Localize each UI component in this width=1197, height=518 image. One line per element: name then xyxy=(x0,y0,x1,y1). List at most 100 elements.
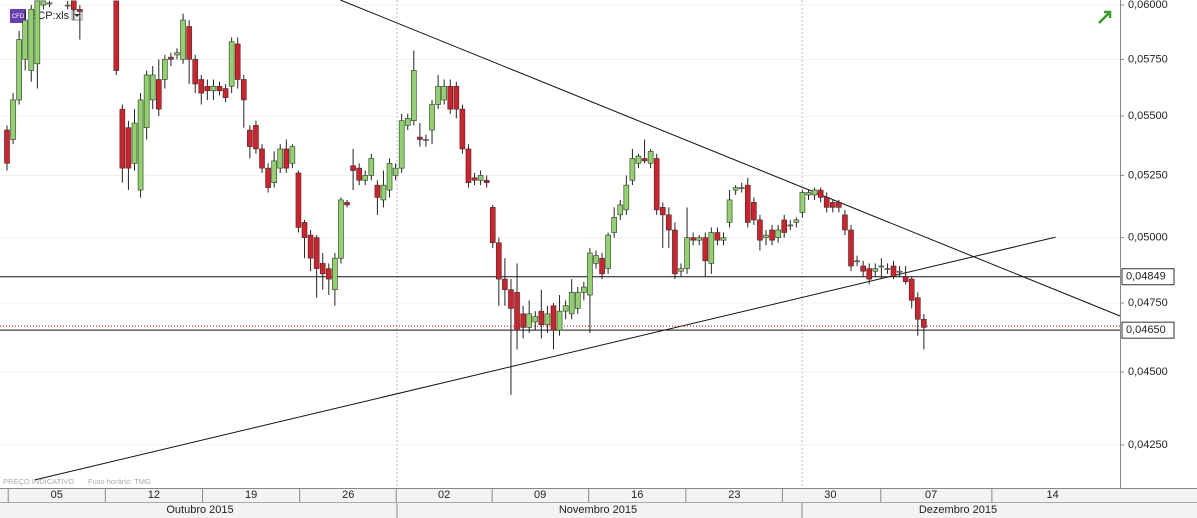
candle-body xyxy=(823,197,830,208)
candle-body xyxy=(368,158,375,176)
x-tick-label: 12 xyxy=(148,489,160,501)
candle-body xyxy=(332,257,338,290)
candle-body xyxy=(775,229,781,238)
candle-body xyxy=(690,237,696,241)
candle-body xyxy=(672,229,678,275)
candle-body xyxy=(684,237,690,269)
candle-body xyxy=(647,151,654,164)
candle-body xyxy=(708,232,715,264)
candle-body xyxy=(301,222,308,238)
candle-body xyxy=(319,263,326,275)
candle-body xyxy=(502,278,508,290)
candle-body xyxy=(921,318,927,328)
candle-body xyxy=(16,39,22,101)
y-tick-label: 0,05250 xyxy=(1128,169,1168,181)
x-tick-label: 05 xyxy=(51,489,63,501)
candle-body xyxy=(587,252,593,296)
month-label: Outubro 2015 xyxy=(166,504,233,516)
candle-body xyxy=(811,189,818,196)
candle-body xyxy=(125,127,132,169)
candle-body xyxy=(265,167,271,188)
level-label: 0,04650 xyxy=(1126,324,1166,336)
candle-body xyxy=(902,276,909,283)
y-tick-label: 0,05750 xyxy=(1128,53,1168,65)
candle-body xyxy=(878,265,885,268)
candle-body xyxy=(854,260,860,263)
candle-body xyxy=(326,268,332,280)
candle-body xyxy=(362,175,369,181)
candle-body xyxy=(283,148,290,169)
candle-body xyxy=(817,189,824,198)
candle-body xyxy=(40,0,47,6)
y-tick-label: 0,06000 xyxy=(1128,0,1168,11)
candle-body xyxy=(568,292,575,315)
candle-body xyxy=(417,136,423,140)
candle-body xyxy=(556,310,563,331)
candle-body xyxy=(64,4,71,7)
x-tick-label: 19 xyxy=(245,489,257,501)
candle-body xyxy=(751,202,757,221)
trend-icon[interactable] xyxy=(1098,10,1112,24)
trendline xyxy=(340,0,1121,317)
candle-body xyxy=(635,155,642,164)
candle-body xyxy=(392,167,399,176)
candle-body xyxy=(22,19,28,60)
candle-body xyxy=(313,237,320,269)
candle-body xyxy=(520,313,526,328)
x-tick-label: 16 xyxy=(631,489,643,501)
badge-text: CFD xyxy=(12,14,25,20)
y-tick-label: 0,04750 xyxy=(1128,297,1168,309)
candle-body xyxy=(186,26,192,60)
level-label: 0,04849 xyxy=(1126,271,1166,283)
candle-body xyxy=(714,232,721,241)
candle-body xyxy=(581,286,587,293)
candle-body xyxy=(453,85,460,110)
trendline xyxy=(34,236,1056,481)
candle-body xyxy=(738,187,745,189)
candle-body xyxy=(198,79,205,94)
candle-body xyxy=(271,160,277,184)
x-tick-label: 07 xyxy=(925,489,937,501)
candle-body xyxy=(757,219,763,241)
candle-body xyxy=(28,9,35,71)
candle-body xyxy=(653,158,660,211)
candle-body xyxy=(471,177,478,181)
candle-body xyxy=(307,234,314,259)
candle-body xyxy=(829,202,836,208)
candle-body xyxy=(228,41,235,87)
candle-body xyxy=(720,237,727,241)
candle-body xyxy=(562,305,569,312)
candle-body xyxy=(532,316,539,323)
candle-body xyxy=(168,56,174,60)
candle-body xyxy=(550,305,557,331)
candle-body xyxy=(732,187,739,191)
candle-body xyxy=(860,265,866,272)
candle-body xyxy=(180,19,186,60)
candle-body xyxy=(247,129,253,147)
candle-body xyxy=(678,268,684,272)
candle-body xyxy=(617,204,624,216)
candle-body xyxy=(113,0,120,71)
candle-body xyxy=(155,79,162,110)
y-tick-label: 0,05000 xyxy=(1128,232,1168,244)
candle-body xyxy=(350,165,356,171)
candle-body xyxy=(702,237,709,262)
candle-body xyxy=(386,163,393,191)
candle-body xyxy=(277,148,284,169)
candle-body xyxy=(131,122,138,164)
candle-body xyxy=(726,199,733,223)
candle-body xyxy=(477,175,484,181)
candle-body xyxy=(259,148,265,169)
candle-body xyxy=(605,234,611,269)
candle-body xyxy=(872,268,879,272)
candle-body xyxy=(593,255,599,264)
y-tick-label: 0,05500 xyxy=(1128,110,1168,122)
candle-body xyxy=(210,85,217,92)
candle-body xyxy=(489,207,496,244)
month-label: Novembro 2015 xyxy=(559,504,637,516)
candle-body xyxy=(356,167,362,181)
candle-body xyxy=(435,85,441,105)
candle-body xyxy=(149,74,156,101)
candle-body xyxy=(744,184,751,223)
candle-body xyxy=(787,224,794,227)
